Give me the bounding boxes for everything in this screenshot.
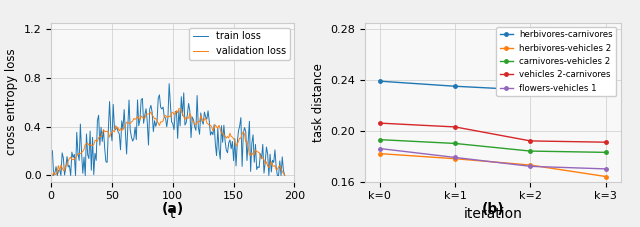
Line: carnivores-vehicles 2: carnivores-vehicles 2	[378, 138, 607, 154]
X-axis label: iteration: iteration	[463, 207, 522, 221]
Line: train loss: train loss	[52, 84, 285, 175]
validation loss	[281, 174, 289, 177]
validation loss	[145, 113, 152, 115]
train loss	[165, 82, 173, 85]
vehicles 2-carnivores	[602, 141, 609, 143]
train loss	[78, 152, 86, 155]
herbivores-carnivores	[602, 90, 609, 93]
train loss	[168, 121, 175, 123]
train loss	[146, 108, 154, 111]
herbivores-vehicles 2	[376, 152, 384, 155]
herbivores-vehicles 2	[527, 164, 534, 166]
vehicles 2-carnivores	[376, 122, 384, 124]
train loss	[184, 113, 191, 116]
carnivores-vehicles 2	[602, 151, 609, 154]
Y-axis label: task distance: task distance	[312, 63, 324, 142]
flowers-vehicles 1	[527, 165, 534, 168]
train loss	[50, 174, 58, 177]
validation loss	[182, 116, 190, 118]
Text: (a): (a)	[162, 202, 184, 216]
carnivores-vehicles 2	[527, 150, 534, 153]
herbivores-vehicles 2	[602, 175, 609, 178]
validation loss	[142, 113, 150, 116]
herbivores-carnivores	[527, 89, 534, 91]
validation loss	[77, 152, 84, 155]
validation loss	[165, 115, 173, 117]
flowers-vehicles 1	[451, 156, 459, 159]
Legend: herbivores-carnivores, herbivores-vehicles 2, carnivores-vehicles 2, vehicles 2-: herbivores-carnivores, herbivores-vehicl…	[496, 27, 616, 96]
validation loss	[175, 107, 183, 110]
vehicles 2-carnivores	[527, 140, 534, 142]
train loss	[197, 112, 205, 114]
validation loss	[49, 174, 56, 177]
flowers-vehicles 1	[602, 168, 609, 170]
train loss	[281, 174, 289, 177]
Legend: train loss, validation loss: train loss, validation loss	[189, 27, 289, 60]
carnivores-vehicles 2	[451, 142, 459, 145]
carnivores-vehicles 2	[376, 138, 384, 141]
flowers-vehicles 1	[376, 147, 384, 150]
validation loss	[196, 121, 204, 123]
Y-axis label: cross entropy loss: cross entropy loss	[5, 49, 18, 155]
Line: vehicles 2-carnivores: vehicles 2-carnivores	[378, 121, 607, 144]
train loss	[143, 121, 151, 123]
vehicles 2-carnivores	[451, 126, 459, 128]
Line: herbivores-vehicles 2: herbivores-vehicles 2	[378, 152, 607, 178]
train loss	[49, 149, 56, 152]
herbivores-carnivores	[376, 80, 384, 83]
Line: flowers-vehicles 1: flowers-vehicles 1	[378, 147, 607, 171]
herbivores-carnivores	[451, 85, 459, 88]
herbivores-vehicles 2	[451, 157, 459, 160]
X-axis label: t: t	[170, 207, 175, 221]
Line: validation loss: validation loss	[52, 109, 285, 175]
Text: (b): (b)	[481, 202, 504, 216]
Line: herbivores-carnivores: herbivores-carnivores	[378, 79, 607, 93]
